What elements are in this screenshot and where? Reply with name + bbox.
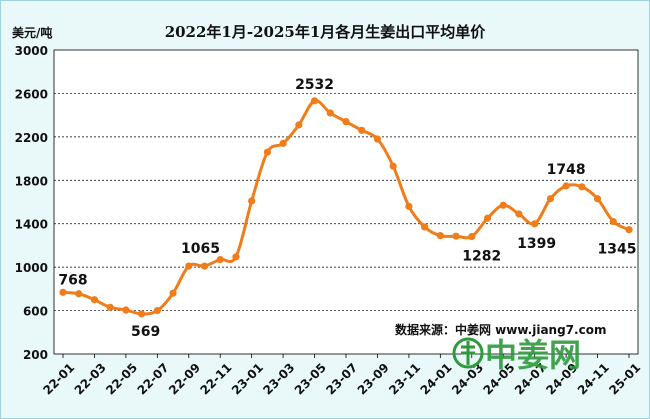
data-labels: 768 569 1065 2532 1282 1399 1748 1345 xyxy=(58,77,636,340)
x-tick-label: 22-07 xyxy=(135,360,172,397)
data-point xyxy=(468,232,476,241)
data-point xyxy=(310,97,319,105)
data-point xyxy=(106,303,114,311)
data-point xyxy=(499,201,507,209)
x-tick-label: 22-01 xyxy=(40,360,77,397)
x-tick-label: 22-03 xyxy=(72,360,109,397)
data-point xyxy=(248,197,256,205)
grid-lines xyxy=(54,93,638,311)
data-label: 2532 xyxy=(295,77,334,93)
data-label: 1345 xyxy=(598,242,637,258)
y-tick-label: 1000 xyxy=(15,261,48,275)
y-axis-label: 美元/吨 xyxy=(12,25,52,40)
data-point xyxy=(326,109,334,117)
data-point xyxy=(609,217,617,226)
x-tick-label: 23-03 xyxy=(260,360,297,397)
x-tick-label: 24-01 xyxy=(418,360,455,397)
y-tick-label: 200 xyxy=(23,348,48,362)
data-point xyxy=(342,118,350,126)
data-point xyxy=(373,135,382,143)
series-group xyxy=(59,97,633,318)
x-tick-label: 23-09 xyxy=(355,360,392,397)
data-point xyxy=(138,310,146,318)
data-point xyxy=(200,262,209,270)
data-label: 1282 xyxy=(462,249,501,265)
x-tick-label: 22-09 xyxy=(166,360,203,397)
data-label: 768 xyxy=(58,272,87,288)
y-tick-label: 600 xyxy=(23,305,48,319)
x-tick-label: 22-11 xyxy=(198,360,235,397)
data-point xyxy=(405,202,413,210)
data-point xyxy=(625,226,633,234)
data-point xyxy=(169,289,177,297)
data-point xyxy=(578,183,586,191)
data-point xyxy=(279,139,287,147)
plot-area xyxy=(53,49,639,355)
data-point xyxy=(295,121,303,129)
chart-title: 2022年1月-2025年1月各月生姜出口平均单价 xyxy=(165,23,487,41)
data-point xyxy=(216,255,224,264)
data-point xyxy=(546,195,554,203)
data-point xyxy=(185,262,193,270)
data-point xyxy=(483,214,492,222)
data-point xyxy=(358,126,366,134)
y-tick-label: 2600 xyxy=(15,87,48,101)
y-tick-label: 3000 xyxy=(15,44,48,58)
data-point xyxy=(436,232,444,240)
data-point xyxy=(593,195,602,203)
x-tick-label: 22-05 xyxy=(103,360,140,397)
y-tick-label: 1800 xyxy=(15,174,48,188)
data-point xyxy=(153,306,161,315)
y-tick-label: 2200 xyxy=(15,131,48,145)
data-point xyxy=(90,296,99,304)
data-point xyxy=(562,182,570,190)
data-label: 569 xyxy=(131,324,160,340)
data-point xyxy=(232,253,240,261)
data-point xyxy=(531,220,539,228)
x-tick-label: 25-01 xyxy=(606,360,643,397)
data-point xyxy=(122,306,130,314)
data-point xyxy=(75,290,83,298)
data-point xyxy=(59,288,67,296)
data-label: 1065 xyxy=(181,241,220,257)
data-point xyxy=(263,148,271,156)
data-label: 1399 xyxy=(517,236,556,252)
x-tick-label: 23-11 xyxy=(386,360,423,397)
x-tick-label: 23-07 xyxy=(323,360,360,397)
watermark-text: 中姜网 xyxy=(485,336,581,374)
x-tick-label: 23-05 xyxy=(292,360,329,397)
x-tick-label: 23-01 xyxy=(229,360,266,397)
data-point xyxy=(452,232,460,240)
data-point xyxy=(421,223,429,231)
data-label: 1748 xyxy=(547,162,586,178)
data-point xyxy=(389,162,397,170)
data-point xyxy=(515,210,523,218)
watermark-logo: 中姜网 xyxy=(452,336,581,374)
source-note: 数据来源：中姜网 www.jiang7.com xyxy=(395,322,606,337)
y-tick-label: 1400 xyxy=(15,218,48,232)
y-axis-ticks: 200 600 1000 1400 1800 2200 2600 3000 xyxy=(15,44,48,362)
